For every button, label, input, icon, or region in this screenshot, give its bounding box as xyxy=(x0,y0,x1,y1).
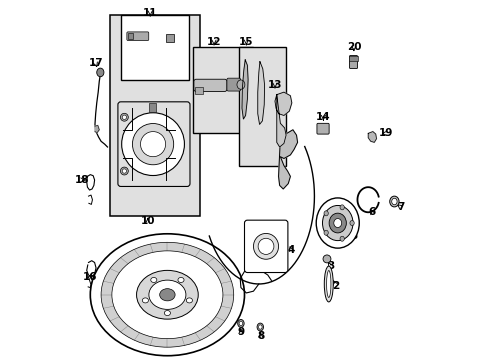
Text: 20: 20 xyxy=(346,42,360,52)
Ellipse shape xyxy=(349,221,353,226)
Ellipse shape xyxy=(239,321,242,325)
Text: 5: 5 xyxy=(349,231,357,240)
Text: 12: 12 xyxy=(206,37,221,47)
Text: 19: 19 xyxy=(378,129,392,138)
Ellipse shape xyxy=(136,270,198,319)
Bar xyxy=(348,56,357,60)
Ellipse shape xyxy=(339,236,344,241)
Ellipse shape xyxy=(324,266,333,302)
Bar xyxy=(192,47,253,134)
Ellipse shape xyxy=(253,233,278,259)
FancyBboxPatch shape xyxy=(244,220,287,273)
Ellipse shape xyxy=(120,167,128,175)
Ellipse shape xyxy=(132,123,173,165)
FancyBboxPatch shape xyxy=(349,55,357,68)
Text: 11: 11 xyxy=(142,8,157,18)
Bar xyxy=(149,103,156,112)
Ellipse shape xyxy=(160,289,175,301)
Text: 9: 9 xyxy=(237,327,244,337)
Text: 8: 8 xyxy=(257,331,264,341)
Text: 6: 6 xyxy=(367,207,375,217)
Ellipse shape xyxy=(140,132,165,157)
Bar xyxy=(121,15,188,80)
Polygon shape xyxy=(367,132,376,142)
Polygon shape xyxy=(274,92,291,147)
Polygon shape xyxy=(242,60,247,119)
Ellipse shape xyxy=(164,311,170,316)
Bar xyxy=(195,87,202,94)
Text: 14: 14 xyxy=(315,112,330,122)
Text: 15: 15 xyxy=(239,37,253,47)
FancyBboxPatch shape xyxy=(126,32,148,41)
Ellipse shape xyxy=(97,68,104,77)
Text: 2: 2 xyxy=(332,281,339,291)
Ellipse shape xyxy=(237,319,244,327)
Ellipse shape xyxy=(150,278,157,283)
Bar xyxy=(239,47,285,166)
Ellipse shape xyxy=(257,323,263,331)
Bar xyxy=(128,33,133,40)
Ellipse shape xyxy=(122,113,184,176)
Ellipse shape xyxy=(122,169,126,173)
Ellipse shape xyxy=(112,251,223,339)
Ellipse shape xyxy=(316,198,359,248)
Ellipse shape xyxy=(323,255,330,263)
Text: 17: 17 xyxy=(88,58,103,68)
FancyBboxPatch shape xyxy=(316,123,328,134)
Ellipse shape xyxy=(237,80,244,89)
Ellipse shape xyxy=(326,271,330,297)
FancyBboxPatch shape xyxy=(194,79,226,91)
Text: 3: 3 xyxy=(326,261,333,271)
Bar xyxy=(110,15,199,216)
Ellipse shape xyxy=(120,113,128,121)
Ellipse shape xyxy=(178,278,183,283)
Text: 10: 10 xyxy=(140,216,155,226)
Text: 18: 18 xyxy=(75,175,89,185)
Polygon shape xyxy=(278,130,297,189)
Ellipse shape xyxy=(324,230,327,235)
Polygon shape xyxy=(257,62,264,125)
Ellipse shape xyxy=(186,298,192,303)
Text: 4: 4 xyxy=(287,245,294,255)
Ellipse shape xyxy=(333,219,341,228)
Ellipse shape xyxy=(122,115,126,120)
Text: 1: 1 xyxy=(106,284,125,294)
Ellipse shape xyxy=(101,242,233,347)
FancyBboxPatch shape xyxy=(226,78,240,91)
Ellipse shape xyxy=(328,213,346,233)
Text: 16: 16 xyxy=(83,272,97,282)
Ellipse shape xyxy=(258,325,262,329)
Polygon shape xyxy=(95,126,99,133)
Ellipse shape xyxy=(90,234,244,356)
Ellipse shape xyxy=(322,206,352,240)
Ellipse shape xyxy=(142,298,148,303)
Ellipse shape xyxy=(148,280,185,309)
Text: 7: 7 xyxy=(396,202,404,212)
Ellipse shape xyxy=(391,198,396,205)
Text: 13: 13 xyxy=(267,80,282,90)
Bar xyxy=(166,34,174,41)
Ellipse shape xyxy=(389,196,398,207)
Ellipse shape xyxy=(258,238,273,255)
Ellipse shape xyxy=(339,205,344,210)
Ellipse shape xyxy=(324,211,327,216)
